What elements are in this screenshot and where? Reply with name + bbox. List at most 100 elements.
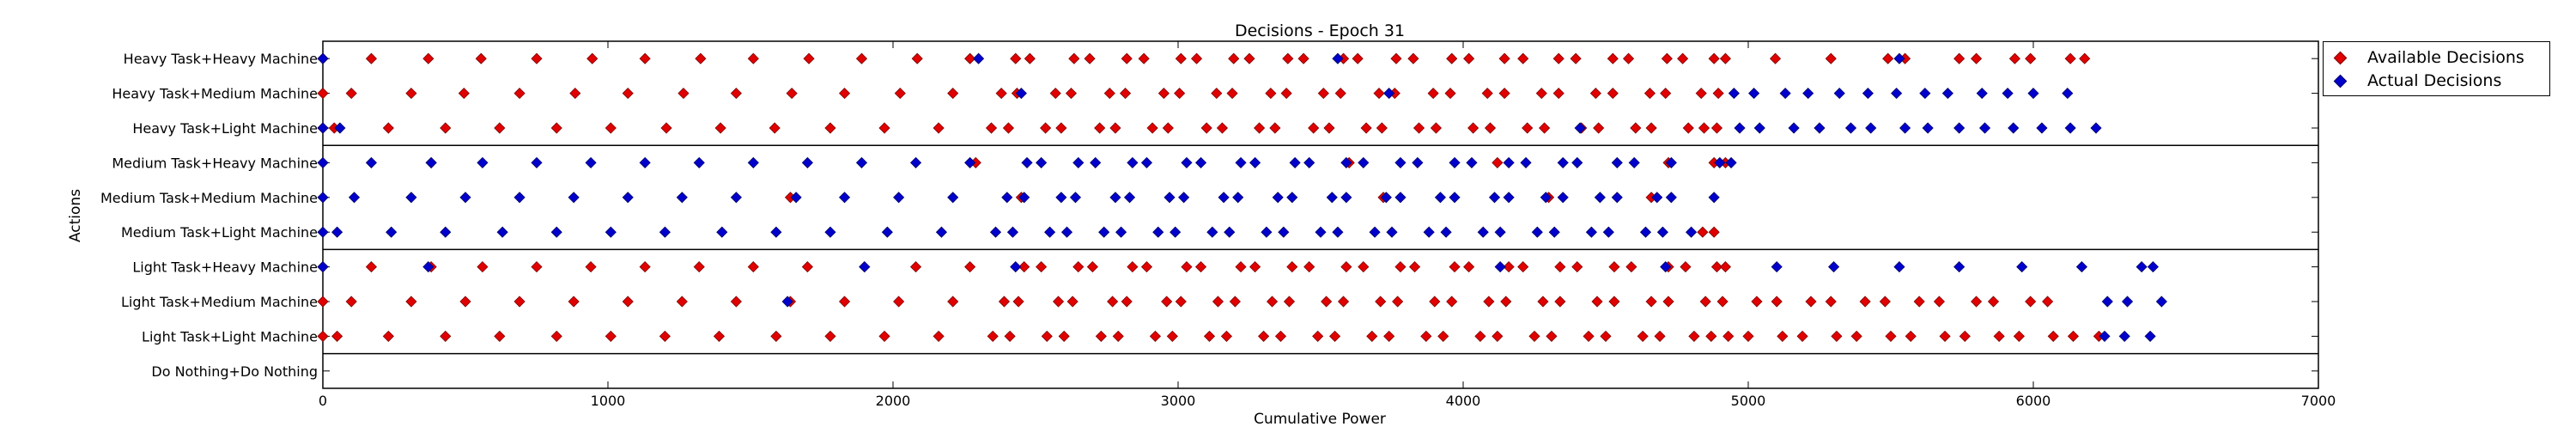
- available-decision-point: [1200, 122, 1212, 134]
- available-decision-point: [1084, 52, 1096, 64]
- actual-decision-point: [1090, 156, 1102, 168]
- available-decision-point: [458, 88, 470, 100]
- available-decision-point: [605, 330, 617, 342]
- available-decision-point: [1010, 52, 1022, 64]
- available-decision-point: [1608, 261, 1620, 273]
- actual-decision-point: [1833, 88, 1845, 100]
- available-decision-point: [317, 88, 329, 100]
- available-decision-point: [985, 122, 998, 134]
- actual-decision-point: [1289, 156, 1301, 168]
- available-decision-point: [1444, 88, 1456, 100]
- available-decision-point: [1463, 261, 1475, 273]
- actual-decision-point: [1055, 192, 1067, 204]
- actual-decision-point: [1779, 88, 1791, 100]
- available-decision-point: [1282, 52, 1294, 64]
- y-tick-label: Light Task+Medium Machine: [121, 294, 318, 310]
- actual-decision-point: [859, 261, 871, 273]
- available-decision-point: [1334, 88, 1346, 100]
- actual-decision-point: [1571, 156, 1583, 168]
- actual-decision-point: [1423, 226, 1435, 238]
- available-decision-point: [1971, 296, 1983, 308]
- available-decision-point: [1203, 330, 1216, 342]
- available-decision-point: [1018, 261, 1030, 273]
- available-decision-point: [1280, 88, 1292, 100]
- actual-decision-point: [1286, 192, 1298, 204]
- actual-decision-point: [2118, 330, 2130, 342]
- available-decision-point: [998, 296, 1011, 308]
- actual-decision-point: [1358, 156, 1370, 168]
- available-decision-point: [1528, 330, 1540, 342]
- actual-decision-point: [1021, 156, 1033, 168]
- available-decision-point: [622, 88, 634, 100]
- available-decision-point: [1483, 296, 1495, 308]
- actual-decision-point: [1953, 261, 1965, 273]
- actual-decision-point: [1115, 226, 1127, 238]
- available-decision-point: [1366, 330, 1378, 342]
- available-decision-point: [1358, 261, 1370, 273]
- actual-decision-point: [422, 261, 434, 273]
- actual-decision-point: [2027, 88, 2039, 100]
- available-decision-point: [855, 52, 868, 64]
- actual-decision-point: [1449, 156, 1461, 168]
- available-decision-point: [1607, 52, 1619, 64]
- available-decision-point: [422, 52, 434, 64]
- available-decision-point: [1552, 88, 1564, 100]
- actual-decision-point: [1725, 156, 1737, 168]
- actual-decision-point: [334, 122, 346, 134]
- available-decision-point: [1161, 296, 1173, 308]
- available-decision-point: [382, 330, 394, 342]
- available-decision-point: [622, 296, 634, 308]
- available-decision-point: [1002, 122, 1015, 134]
- available-decision-point: [1376, 122, 1388, 134]
- actual-decision-point: [317, 52, 329, 64]
- actual-decision-point: [1574, 122, 1586, 134]
- available-decision-point: [459, 296, 471, 308]
- available-decision-point: [1303, 261, 1315, 273]
- available-decision-point: [1607, 88, 1619, 100]
- available-decision-point: [1677, 52, 1689, 64]
- available-decision-point: [1323, 122, 1335, 134]
- available-decision-point: [550, 122, 562, 134]
- actual-decision-point: [1232, 192, 1244, 204]
- available-decision-point: [1591, 296, 1603, 308]
- actual-decision-point: [1941, 88, 1953, 100]
- actual-decision-point: [881, 226, 893, 238]
- available-decision-point: [1716, 296, 1728, 308]
- actual-decision-point: [2121, 296, 2134, 308]
- available-decision-point: [1608, 296, 1620, 308]
- available-decision-point: [1383, 330, 1395, 342]
- actual-decision-point: [1332, 226, 1344, 238]
- actual-decision-point: [1893, 52, 1905, 64]
- actual-decision-point: [1249, 156, 1261, 168]
- actual-decision-point: [909, 156, 922, 168]
- actual-decision-point: [1235, 156, 1247, 168]
- available-decision-point: [1308, 122, 1320, 134]
- available-decision-point: [331, 330, 343, 342]
- actual-decision-point: [1194, 156, 1207, 168]
- available-decision-point: [1708, 226, 1720, 238]
- actual-decision-point: [1140, 156, 1153, 168]
- available-decision-point: [838, 88, 851, 100]
- available-decision-point: [1933, 296, 1946, 308]
- actual-decision-point: [2036, 122, 2048, 134]
- available-decision-point: [1429, 296, 1441, 308]
- available-decision-point: [1094, 122, 1106, 134]
- actual-decision-point: [459, 192, 471, 204]
- actual-decision-point: [893, 192, 905, 204]
- available-decision-point: [1769, 52, 1782, 64]
- available-decision-point: [568, 296, 580, 308]
- actual-decision-point: [531, 156, 543, 168]
- available-decision-point: [1571, 261, 1583, 273]
- available-decision-point: [1905, 330, 1917, 342]
- actual-decision-point: [365, 156, 378, 168]
- available-decision-point: [1662, 296, 1674, 308]
- available-decision-point: [550, 330, 562, 342]
- available-decision-point: [1112, 330, 1124, 342]
- actual-decision-point: [1891, 88, 1903, 100]
- actual-decision-point: [1708, 192, 1720, 204]
- actual-decision-point: [1224, 226, 1236, 238]
- y-tick-label: Heavy Task+Medium Machine: [112, 86, 318, 102]
- actual-decision-point: [1503, 192, 1515, 204]
- actual-decision-point: [1386, 226, 1398, 238]
